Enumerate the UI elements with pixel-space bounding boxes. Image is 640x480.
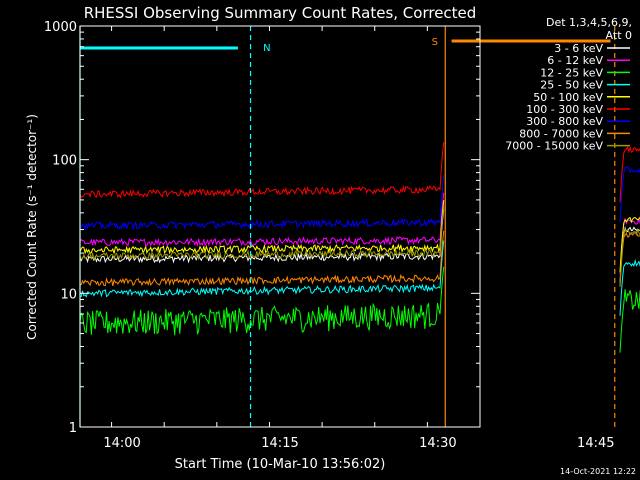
series-line-6 <box>79 141 640 203</box>
y-tick-label: 100 <box>52 154 77 169</box>
y-axis-label: Corrected Count Rate (s⁻¹ detector⁻¹) <box>25 114 39 340</box>
legend-label-1: 3 - 6 keV <box>554 42 603 55</box>
series-line-8 <box>79 230 640 287</box>
legend-label-2: 6 - 12 keV <box>547 54 603 67</box>
saa-marker-label: S <box>432 37 438 48</box>
y-tick-label: 10 <box>60 287 77 302</box>
series-line-5 <box>79 200 640 273</box>
y-tick-label: 1 <box>69 421 77 436</box>
x-tick-label: 14:45 <box>577 436 614 451</box>
series-line-2 <box>79 192 640 274</box>
legend-header-line-2: Att 0 <box>606 29 632 42</box>
legend-label-7: 300 - 800 keV <box>526 115 603 128</box>
legend-label-3: 12 - 25 keV <box>540 66 603 79</box>
x-tick-label: 14:15 <box>261 436 298 451</box>
plot-frame <box>79 25 481 428</box>
x-tick-label: 14:00 <box>103 436 140 451</box>
legend-label-9: 7000 - 15000 keV <box>505 140 603 153</box>
series-line-4 <box>79 240 640 316</box>
series-line-7 <box>79 166 640 231</box>
legend-label-5: 50 - 100 keV <box>533 91 603 104</box>
legend-label-8: 800 - 7000 keV <box>519 127 603 140</box>
legend-header-line-1: Det 1,3,4,5,6,9, <box>546 16 632 29</box>
legend-label-4: 25 - 50 keV <box>540 79 603 92</box>
timestamp: 14-Oct-2021 12:22 <box>560 467 636 476</box>
x-tick-label: 14:30 <box>419 436 456 451</box>
y-tick-label: 1000 <box>44 20 77 35</box>
x-axis-label: Start Time (10-Mar-10 13:56:02) <box>175 457 386 472</box>
series-line-9 <box>79 205 640 285</box>
series-line-1 <box>79 208 640 283</box>
series-line-3 <box>79 266 640 353</box>
legend-label-6: 100 - 300 keV <box>526 103 603 116</box>
chart-title: RHESSI Observing Summary Count Rates, Co… <box>84 4 477 22</box>
night-marker-label: N <box>263 43 270 54</box>
